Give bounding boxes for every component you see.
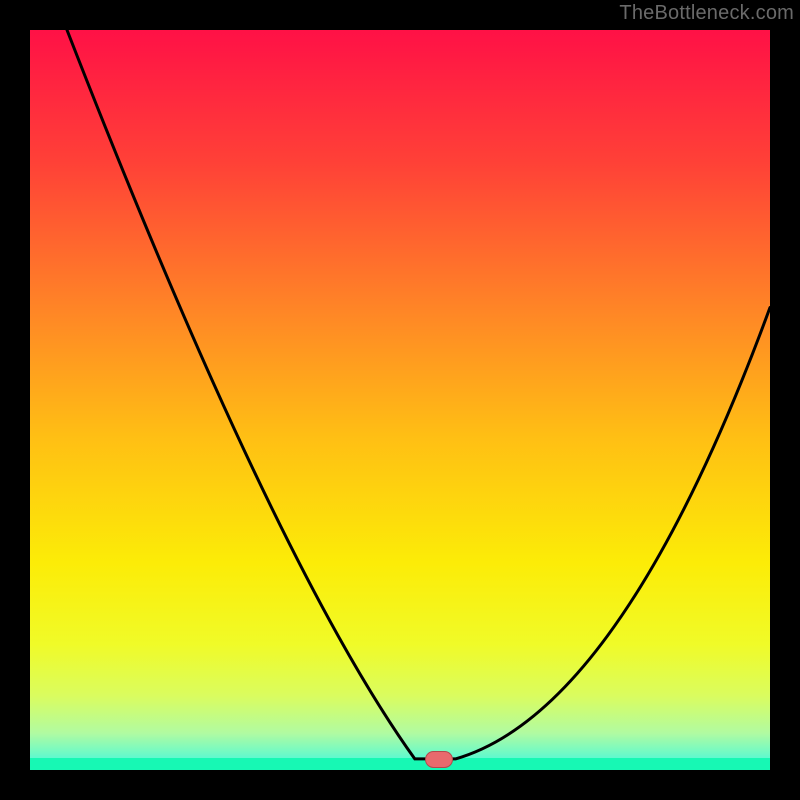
chart-stage: TheBottleneck.com — [0, 0, 800, 800]
bottleneck-curve-path — [67, 30, 770, 759]
bottleneck-curve — [30, 30, 770, 770]
attribution-text: TheBottleneck.com — [619, 2, 794, 25]
optimum-marker — [425, 751, 453, 768]
